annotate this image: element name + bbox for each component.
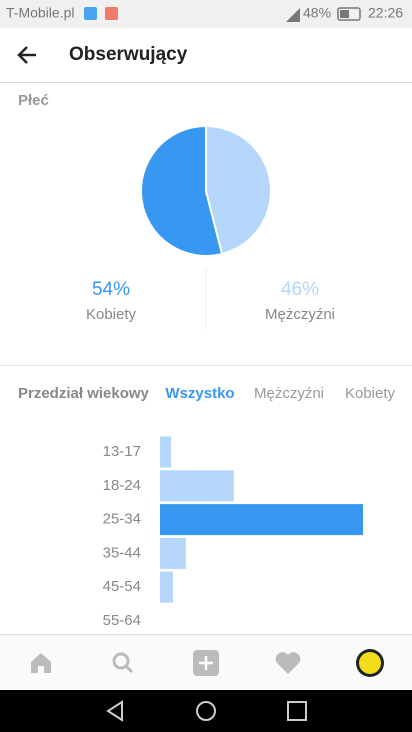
system-home[interactable] — [196, 701, 216, 721]
category-label: Kobiety — [86, 306, 137, 323]
screen-title: Obserwujący — [69, 44, 188, 65]
bar — [160, 436, 172, 468]
category-label: Mężczyźni — [265, 306, 335, 323]
y-tick-label: 25-34 — [103, 511, 141, 528]
bar — [160, 470, 234, 502]
clock: 22:26 — [368, 5, 403, 21]
home-tab[interactable] — [31, 653, 51, 673]
search-tab[interactable] — [112, 652, 134, 674]
y-tick-label: 55-64 — [103, 612, 141, 629]
battery-icon — [337, 7, 361, 21]
bar — [160, 504, 363, 536]
profile-tab[interactable] — [356, 649, 384, 677]
pie-slice — [205, 124, 272, 256]
add-tab[interactable] — [193, 650, 219, 676]
tab[interactable]: Mężczyźni — [254, 385, 324, 402]
y-tick-label: 13-17 — [103, 443, 141, 460]
system-recents[interactable] — [287, 701, 307, 721]
app-bar — [0, 28, 412, 82]
bar-chart: 13-17 18-24 25-34 35-44 45-54 55-64 — [103, 436, 363, 629]
bar — [160, 537, 186, 569]
pie-slice — [140, 124, 224, 257]
notif-icon — [84, 7, 97, 20]
back-button[interactable] — [17, 46, 36, 64]
tab[interactable]: Wszystko — [165, 385, 234, 402]
pie-chart — [140, 124, 272, 257]
battery-level: 48% — [303, 5, 331, 21]
y-tick-label: 35-44 — [103, 544, 141, 561]
signal-icon — [286, 8, 300, 22]
tab[interactable]: Kobiety — [345, 385, 396, 402]
percent-label: 54% — [92, 279, 130, 300]
battery-fill — [340, 10, 349, 18]
activity-tab[interactable] — [275, 652, 301, 674]
bar — [160, 571, 173, 603]
y-tick-label: 18-24 — [103, 477, 141, 494]
percent-label: 46% — [281, 279, 319, 300]
section-title: Przedział wiekowy — [18, 385, 150, 402]
section-title: Płeć — [18, 92, 49, 109]
carrier: T-Mobile.pl — [6, 5, 74, 21]
y-tick-label: 45-54 — [103, 578, 141, 595]
tabs: Wszystko Mężczyźni Kobiety — [165, 385, 395, 402]
notif-icon — [105, 7, 118, 20]
system-back[interactable] — [106, 700, 123, 722]
system-nav — [0, 690, 412, 732]
